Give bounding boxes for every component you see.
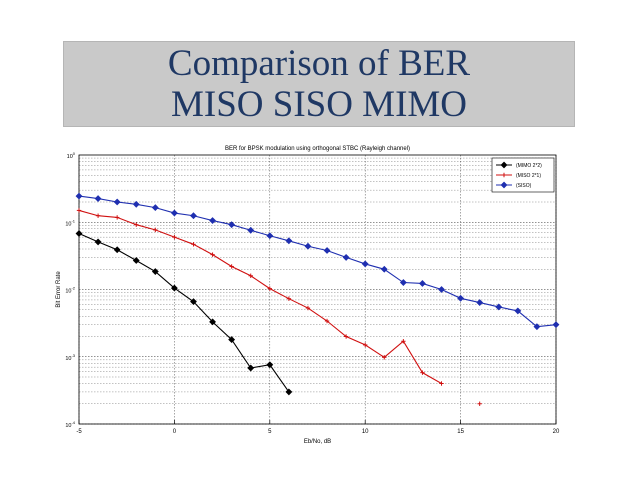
point-mimo-2-2 [132,257,140,264]
series-line-siso [78,195,557,328]
point-miso-2-1 [420,370,425,375]
y-tick-base: 10 [65,423,71,429]
point-siso [266,232,274,240]
series-line-miso-2-1 [78,209,442,384]
slide-title-box: Comparison of BER MISO SISO MIMO [63,41,575,127]
point-siso [94,195,102,202]
y-tick-base: 10 [67,154,73,160]
legend-marker-siso [500,181,508,189]
point-siso [342,253,350,261]
point-miso-2-1 [305,305,311,311]
point-siso [552,321,560,329]
x-tick-label: 5 [268,429,272,435]
point-siso [247,226,255,234]
point-mimo-2-2 [209,318,216,326]
point-mimo-2-2 [228,336,236,344]
y-tick-base: 10 [65,289,71,295]
point-miso-2-1 [210,252,215,257]
point-miso-2-1 [172,234,177,240]
point-miso-2-1 [191,242,196,247]
y-axis-label: Bit Error Rate [56,271,62,308]
point-miso-2-1 [363,342,368,348]
y-tick-base: 10 [65,221,71,227]
slide-title-line-1: Comparison of BER [167,43,471,84]
point-miso-2-1 [267,286,272,291]
point-miso-2-1 [229,264,234,269]
y-tick-label: 10-3 [65,353,75,362]
legend-label-mimo-2-2: (MIMO 2*2) [516,163,542,169]
y-tick-exponent: -1 [71,218,75,223]
plot-frame [78,154,557,425]
point-mimo-2-2 [113,246,121,254]
slide-title-line-2: MISO SISO MIMO [170,84,468,125]
point-siso [514,307,522,315]
point-siso [457,294,465,302]
point-siso [476,299,484,306]
point-siso [304,242,312,250]
y-tick-label: 10-2 [65,286,75,295]
point-miso-2-1 [134,222,139,227]
point-miso-2-1 [343,334,349,339]
x-tick-label: 0 [173,429,177,435]
point-miso-2-1 [114,215,120,220]
point-mimo-2-2 [190,298,197,306]
point-mimo-2-2 [266,361,274,369]
point-siso [75,192,83,200]
point-siso [228,221,236,229]
point-siso [113,198,121,206]
x-tick-label: 10 [362,429,369,435]
point-siso [380,265,388,273]
point-miso-2-1 [401,339,406,344]
x-axis-label: Eb/No, dB [304,439,331,445]
point-siso [533,323,541,331]
legend-marker-mimo-2-2 [500,161,508,169]
point-siso [399,279,407,286]
y-tick-base: 10 [65,356,71,362]
y-tick-label: 100 [67,151,76,160]
x-tick-label: 15 [457,429,464,435]
point-miso-2-1 [439,381,444,386]
point-miso-2-1 [153,227,158,233]
point-miso-2-1 [477,401,482,406]
point-siso [132,200,140,208]
point-mimo-2-2 [75,230,83,237]
point-siso [323,247,331,254]
point-miso-2-1 [248,273,253,278]
point-siso [190,212,197,220]
legend-label-siso: (SISO) [516,183,532,189]
legend-marker-miso-2-1 [501,172,507,178]
point-siso [285,237,293,245]
point-siso [170,209,178,217]
point-siso [151,204,159,212]
y-tick-exponent: -4 [71,420,75,425]
point-miso-2-1 [76,208,82,213]
y-tick-label: 10-4 [65,420,75,429]
point-siso [361,260,369,268]
y-tick-exponent: -3 [71,353,75,358]
point-miso-2-1 [324,318,330,324]
point-siso [438,286,445,293]
point-mimo-2-2 [247,364,255,372]
x-tick-label: 20 [553,429,560,435]
point-siso [495,303,503,311]
legend-label-miso-2-1: (MISO 2*1) [516,173,541,179]
chart-title: BER for BPSK modulation using orthogonal… [225,146,410,152]
point-mimo-2-2 [151,268,159,275]
point-miso-2-1 [382,355,387,360]
y-tick-exponent: 0 [73,151,76,156]
point-mimo-2-2 [285,388,293,396]
point-mimo-2-2 [94,238,102,246]
series-line-mimo-2-2 [78,233,290,393]
y-tick-label: 10-1 [65,218,75,227]
point-miso-2-1 [286,296,292,301]
point-siso [209,217,216,224]
point-miso-2-1 [95,213,101,218]
point-siso [419,280,426,287]
x-tick-label: -5 [76,429,82,435]
y-tick-exponent: -2 [71,286,75,291]
point-mimo-2-2 [170,284,178,292]
